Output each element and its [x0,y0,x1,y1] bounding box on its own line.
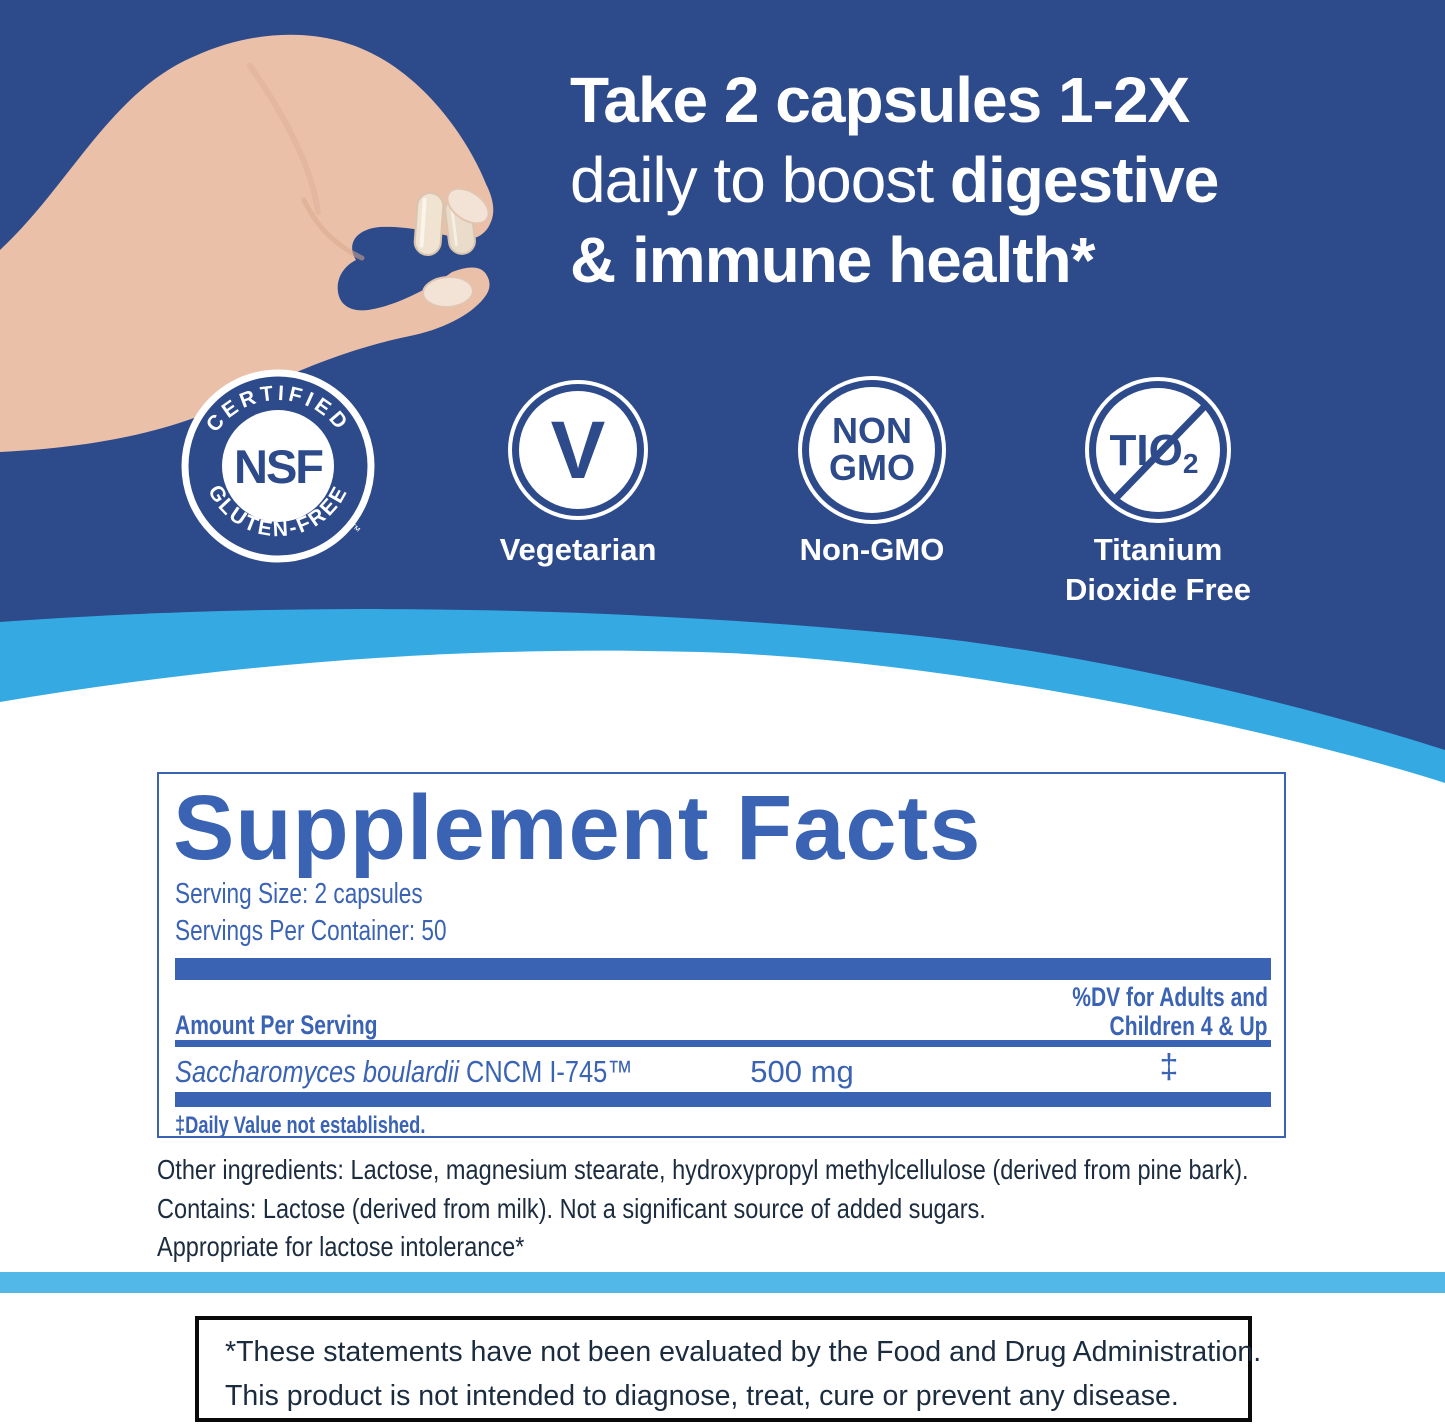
serving-info: Serving Size: 2 capsules Servings Per Co… [175,876,523,950]
heading-line1: Take 2 capsules 1-2X [570,64,1190,136]
vegetarian-label: Vegetarian [499,532,657,567]
index-fingernail [446,187,490,225]
non-gmo-ring [798,376,946,524]
thumb-fingernail [422,275,474,309]
other-ingredients-line2: Contains: Lactose (derived from milk). N… [157,1192,986,1224]
ingredient-amount: 500 mg [750,1054,854,1089]
heading-line3: & immune health* [570,224,1096,296]
other-ingredients-line1: Other ingredients: Lactose, magnesium st… [157,1154,1249,1185]
ingredient-name-strain: CNCM I-745™ [458,1054,633,1089]
ingredient-dv-dagger: ‡ [1159,1048,1179,1086]
non-gmo-label: Non-GMO [799,532,945,567]
fda-disclaimer-box: *These statements have not been evaluate… [195,1316,1261,1422]
non-gmo-text-line2: GMO [829,447,915,488]
titanium-dioxide-free-label: Titanium Dioxide Free [1028,530,1288,610]
dv-column-header: %DV for Adults and Children 4 & Up [1072,982,1268,1041]
thin-rule [175,1040,1271,1047]
fda-disclaimer-line1: *These statements have not been evaluate… [225,1336,1262,1368]
wave-divider [0,609,1445,790]
hand-silhouette [0,34,494,453]
heading-line2-bold: digestive [949,144,1219,216]
hand-shadow-line [301,197,365,261]
dv-footnote: ‡Daily Value not established. [175,1112,426,1139]
servings-per-container: Servings Per Container: 50 [175,915,447,947]
vegetarian-ring [508,380,648,520]
capsule-left [413,192,445,256]
heading-line2-regular: daily to boost [570,144,950,216]
tio2-ring [1085,377,1231,523]
other-ingredients-line3: Appropriate for lactose intolerance* [157,1231,525,1262]
cyan-divider-band [0,1272,1445,1293]
non-gmo-disc [809,387,935,513]
vegetarian-icon: V [508,380,648,520]
ingredient-name: Saccharomyces boulardii CNCM I-745™ [175,1054,733,1090]
other-ingredients: Other ingredients: Lactose, magnesium st… [157,1151,1445,1267]
tio2-label-line1: Titanium [1093,532,1223,567]
amount-column-header: Amount Per Serving [175,1010,378,1040]
fda-disclaimer-line2: This product is not intended to diagnose… [225,1380,1179,1412]
tio2-label-line2: Dioxide Free [1064,572,1252,607]
hero-heading: Take 2 capsules 1-2X daily to boost dige… [570,60,1219,300]
white-wave [0,650,1445,790]
thick-rule-top [175,958,1271,980]
heading-line2: daily to boost digestive [570,140,1219,220]
non-gmo-icon: NON GMO [798,376,946,524]
hand-holding-capsule-photo [0,34,494,453]
tio2-slash [1113,404,1207,501]
nsf-text: NSF [234,440,322,493]
thick-rule-bottom [175,1092,1271,1107]
supplement-facts-panel: Supplement Facts Serving Size: 2 capsule… [157,772,1286,1139]
supplement-facts-title: Supplement Facts [173,777,982,879]
titanium-dioxide-free-icon: TIO2 [1085,377,1231,523]
hand-knuckle-shadow [247,63,321,215]
seal-inner-disc [222,410,334,522]
non-gmo-text-line1: NON [832,410,912,451]
ingredient-name-latin: Saccharomyces boulardii [175,1054,459,1089]
fda-disclaimer-text: *These statements have not been evaluate… [225,1330,1261,1418]
nsf-gluten-free-seal-icon: NSF CERTIFIED GLUTEN-FREE ™ [181,369,375,563]
serving-size: Serving Size: 2 capsules [175,878,423,910]
vegetarian-disc [519,391,637,509]
vegetarian-v: V [551,405,606,496]
